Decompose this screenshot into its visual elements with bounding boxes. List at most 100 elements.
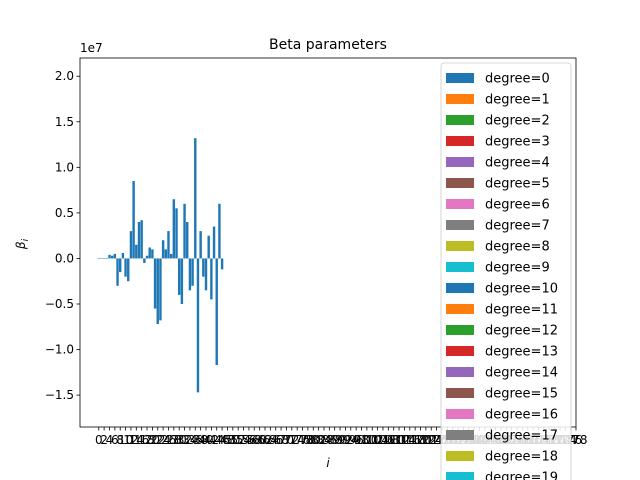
legend-swatch: [446, 136, 474, 146]
x-tick-label: 0: [95, 433, 103, 447]
bar: [215, 258, 218, 366]
axes-frame: [79, 57, 577, 428]
legend-label: degree=16: [485, 408, 558, 423]
x-tick-label: 6: [111, 433, 119, 447]
bar: [180, 258, 184, 304]
legend-label: degree=5: [485, 177, 550, 192]
bar: [202, 258, 205, 277]
x-tick-label: 44: [209, 433, 224, 447]
x-tick-label: 100: [355, 433, 378, 447]
bar: [161, 240, 165, 259]
x-tick-label: 92: [338, 433, 353, 447]
y-axis-label: βi: [14, 238, 31, 250]
bar: [110, 255, 114, 259]
x-tick-label: 120: [409, 433, 432, 447]
bar: [127, 258, 130, 282]
bar: [116, 258, 119, 286]
legend-label: degree=0: [485, 72, 550, 87]
x-tick-label: 26: [161, 433, 176, 447]
legend-label: degree=17: [485, 429, 558, 444]
legend-label: degree=2: [485, 114, 550, 129]
x-tick-label: 118: [404, 433, 427, 447]
bar: [207, 235, 210, 259]
x-tick-label: 88: [327, 433, 342, 447]
legend-swatch: [446, 325, 474, 335]
legend-swatch: [446, 430, 474, 440]
bar: [143, 258, 146, 263]
bar: [212, 226, 216, 259]
legend-label: degree=6: [485, 198, 550, 213]
bar: [100, 258, 103, 259]
y-tick-label: −1.5: [45, 388, 74, 402]
x-tick-label: 122: [414, 433, 437, 447]
x-tick-label: 64: [263, 433, 278, 447]
legend-swatch: [446, 451, 474, 461]
bar: [97, 258, 100, 259]
x-tick-label: 108: [377, 433, 400, 447]
x-tick-label: 94: [343, 433, 358, 447]
x-tick-label: 4: [106, 433, 114, 447]
bar: [124, 258, 127, 277]
x-tick-label: 82: [311, 433, 326, 447]
bar: [137, 222, 141, 259]
x-tick-label: 58: [247, 433, 262, 447]
legend-label: degree=8: [485, 240, 550, 255]
bar: [220, 258, 224, 270]
x-tick-label: 62: [257, 433, 272, 447]
bar: [105, 258, 109, 259]
x-tick-label: 46: [214, 433, 229, 447]
legend-swatch: [446, 73, 474, 83]
bar: [151, 249, 154, 259]
bar: [153, 258, 157, 309]
bar: [218, 203, 221, 259]
x-tick-label: 80: [306, 433, 321, 447]
legend-swatch: [446, 409, 474, 419]
x-tick-label: 66: [268, 433, 283, 447]
x-tick-label: 56: [241, 433, 256, 447]
bar: [169, 253, 173, 259]
x-tick-label: 70: [279, 433, 294, 447]
bar: [196, 258, 200, 393]
bar: [186, 222, 189, 259]
x-tick-label: 38: [193, 433, 208, 447]
x-tick-label: 90: [332, 433, 347, 447]
bar: [148, 247, 151, 259]
y-tick-label: 0.0: [55, 251, 74, 265]
bar: [156, 258, 159, 325]
bar: [172, 199, 176, 259]
bar: [199, 231, 202, 259]
x-axis-label: i: [326, 456, 330, 470]
x-tick-label: 48: [220, 433, 235, 447]
bar: [121, 252, 125, 259]
legend-label: degree=15: [485, 387, 558, 402]
legend-label: degree=18: [485, 450, 558, 465]
x-tick-label: 8: [116, 433, 124, 447]
legend-label: degree=10: [485, 282, 558, 297]
x-tick-label: 54: [236, 433, 251, 447]
y-axis-offset-text: 1e7: [80, 41, 103, 55]
legend-label: degree=19: [485, 471, 558, 480]
legend-swatch: [446, 304, 474, 314]
bar: [177, 258, 181, 295]
chart-title: Beta parameters: [269, 37, 387, 53]
x-tick-label: 124: [420, 433, 443, 447]
legend-label: degree=13: [485, 345, 558, 360]
bar: [188, 258, 192, 291]
x-tick-label: 10: [118, 433, 133, 447]
y-tick-label: −1.0: [45, 343, 74, 357]
x-tick-label: 68: [273, 433, 288, 447]
bar: [167, 231, 170, 259]
y-tick-label: 2.0: [55, 69, 74, 83]
legend-swatch: [446, 262, 474, 272]
x-tick-label: 102: [361, 433, 384, 447]
bar: [159, 258, 162, 321]
x-tick-label: 12: [123, 433, 138, 447]
y-tick-label: 1.5: [55, 115, 74, 129]
x-tick-label: 74: [290, 433, 305, 447]
x-tick-label: 112: [388, 433, 411, 447]
y-axis-label-symbol: β: [14, 241, 28, 250]
x-tick-label: 72: [284, 433, 299, 447]
legend-label: degree=11: [485, 303, 558, 318]
bar: [113, 253, 117, 259]
